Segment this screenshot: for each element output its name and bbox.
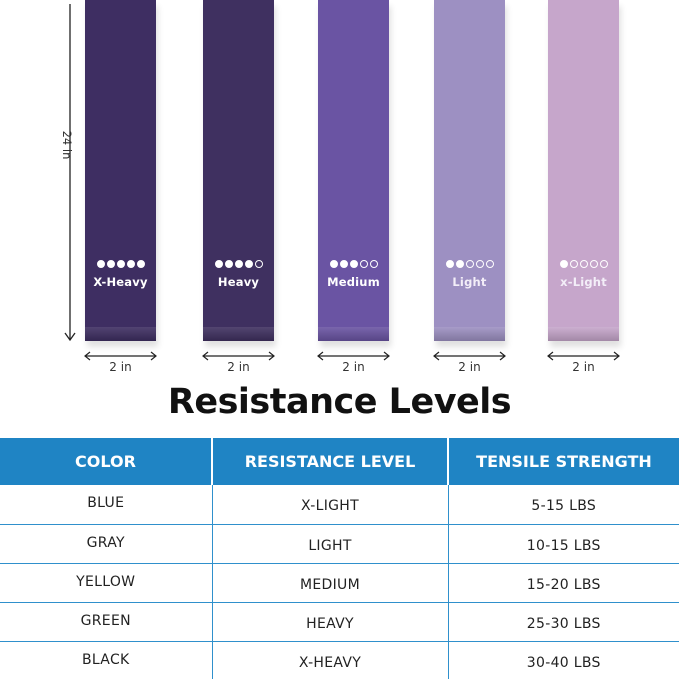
resistance-dots — [548, 260, 619, 268]
band-label: x-Light — [560, 275, 607, 289]
width-label: 2 in — [109, 360, 132, 374]
filled-dot-icon — [126, 260, 135, 268]
resistance-band: Heavy — [203, 0, 274, 341]
cell-tensile-strength: 10-15 LBS — [448, 524, 679, 564]
empty-dot-icon — [599, 260, 608, 268]
column-header-color: COLOR — [0, 438, 213, 485]
band-label: Heavy — [217, 275, 260, 289]
empty-dot-icon — [475, 260, 484, 268]
width-label: 2 in — [227, 360, 250, 374]
cell-color: YELLOW — [0, 563, 213, 603]
empty-dot-icon — [254, 260, 263, 268]
empty-dot-icon — [369, 260, 378, 268]
width-dimension: 2 in — [84, 350, 157, 374]
page-heading: Resistance Levels — [167, 382, 512, 422]
table-row: BLACK X-HEAVY 30-40 LBS — [0, 641, 679, 679]
cell-color: GREEN — [0, 602, 213, 642]
empty-dot-icon — [465, 260, 474, 268]
band-label: X-Heavy — [93, 275, 148, 289]
filled-dot-icon — [214, 260, 223, 268]
resistance-table: COLOR RESISTANCE LEVEL TENSILE STRENGTH … — [0, 438, 679, 679]
table-row: YELLOW MEDIUM 15-20 LBS — [0, 563, 679, 603]
filled-dot-icon — [234, 260, 243, 268]
resistance-dots — [318, 260, 389, 268]
width-arrow-icon — [84, 351, 157, 361]
width-arrow-icon — [547, 351, 620, 361]
cell-resistance-level: LIGHT — [212, 524, 449, 564]
band-label: Light — [452, 275, 487, 289]
cell-color: GRAY — [0, 524, 213, 564]
resistance-band: x-Light — [548, 0, 619, 341]
filled-dot-icon — [339, 260, 348, 268]
length-label: 24 in — [60, 130, 74, 160]
table-row: GREEN HEAVY 25-30 LBS — [0, 602, 679, 642]
width-dimension: 2 in — [202, 350, 275, 374]
cell-tensile-strength: 25-30 LBS — [448, 602, 679, 642]
resistance-band: Light — [434, 0, 505, 341]
table-row: GRAY LIGHT 10-15 LBS — [0, 524, 679, 564]
band-fold — [85, 327, 156, 341]
length-dimension: 24 in — [58, 0, 82, 345]
width-label: 2 in — [458, 360, 481, 374]
filled-dot-icon — [455, 260, 464, 268]
width-label: 2 in — [342, 360, 365, 374]
width-dimension: 2 in — [317, 350, 390, 374]
empty-dot-icon — [589, 260, 598, 268]
filled-dot-icon — [329, 260, 338, 268]
empty-dot-icon — [569, 260, 578, 268]
length-arrow-icon — [64, 4, 76, 342]
resistance-dots — [203, 260, 274, 268]
width-dimension: 2 in — [547, 350, 620, 374]
width-label: 2 in — [572, 360, 595, 374]
empty-dot-icon — [485, 260, 494, 268]
filled-dot-icon — [96, 260, 105, 268]
resistance-band: Medium — [318, 0, 389, 341]
resistance-bands-illustration: 24 in X-Heavy 2 in Heavy 2 in Medium 2 in Ligh… — [58, 0, 620, 374]
cell-tensile-strength: 15-20 LBS — [448, 563, 679, 603]
filled-dot-icon — [136, 260, 145, 268]
resistance-band: X-Heavy — [85, 0, 156, 341]
band-fold — [548, 327, 619, 341]
band-fold — [203, 327, 274, 341]
filled-dot-icon — [116, 260, 125, 268]
filled-dot-icon — [445, 260, 454, 268]
resistance-dots — [434, 260, 505, 268]
column-header-resistance-level: RESISTANCE LEVEL — [212, 438, 449, 485]
cell-color: BLUE — [0, 485, 213, 525]
width-arrow-icon — [317, 351, 390, 361]
filled-dot-icon — [244, 260, 253, 268]
empty-dot-icon — [359, 260, 368, 268]
cell-resistance-level: MEDIUM — [212, 563, 449, 603]
width-dimension: 2 in — [433, 350, 506, 374]
filled-dot-icon — [349, 260, 358, 268]
filled-dot-icon — [106, 260, 115, 268]
cell-tensile-strength: 30-40 LBS — [448, 641, 679, 679]
resistance-dots — [85, 260, 156, 268]
cell-resistance-level: X-LIGHT — [212, 485, 449, 525]
empty-dot-icon — [579, 260, 588, 268]
cell-resistance-level: X-HEAVY — [212, 641, 449, 679]
band-label: Medium — [327, 275, 380, 289]
table-row: BLUE X-LIGHT 5-15 LBS — [0, 485, 679, 525]
cell-color: BLACK — [0, 641, 213, 679]
width-arrow-icon — [202, 351, 275, 361]
cell-tensile-strength: 5-15 LBS — [448, 485, 679, 525]
width-arrow-icon — [433, 351, 506, 361]
column-header-tensile-strength: TENSILE STRENGTH — [448, 438, 679, 485]
cell-resistance-level: HEAVY — [212, 602, 449, 642]
band-fold — [318, 327, 389, 341]
table-header-row: COLOR RESISTANCE LEVEL TENSILE STRENGTH — [0, 438, 679, 485]
filled-dot-icon — [224, 260, 233, 268]
band-fold — [434, 327, 505, 341]
filled-dot-icon — [559, 260, 568, 268]
